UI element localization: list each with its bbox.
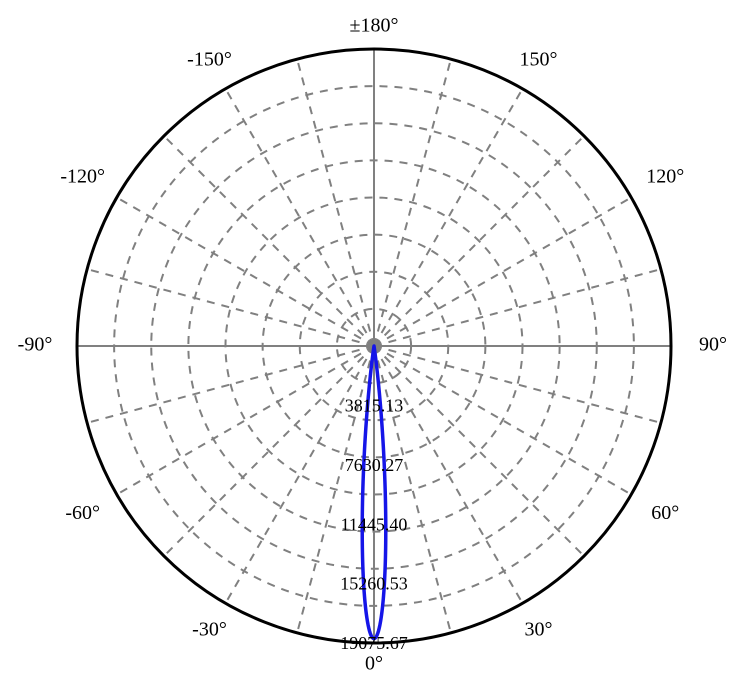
radial-label: 3815.13 [345, 396, 404, 416]
angle-label: -60° [65, 502, 100, 524]
angle-label: -120° [60, 165, 105, 187]
radial-label: 15260.53 [340, 574, 408, 594]
angle-label: 120° [646, 165, 684, 187]
angle-label: 60° [651, 502, 679, 524]
angle-label: 150° [520, 49, 558, 71]
polar-chart: 0° 30° 60° 90° 120° 150° ±180° -150° -120° -90° -6… [0, 0, 749, 696]
angle-label: 30° [525, 619, 553, 641]
angle-label: ±180° [350, 15, 399, 37]
radial-label: 11445.40 [341, 514, 408, 534]
radial-label: 19075.67 [340, 633, 408, 653]
angle-label: 0° [365, 653, 383, 675]
angle-label: -150° [187, 49, 232, 71]
radial-label: 7630.27 [345, 455, 404, 475]
angle-label: -90° [18, 334, 53, 356]
angle-label: 90° [699, 334, 727, 356]
angle-label: -30° [192, 619, 227, 641]
